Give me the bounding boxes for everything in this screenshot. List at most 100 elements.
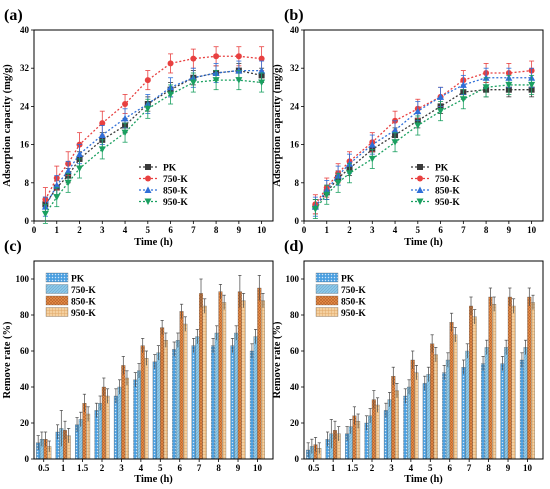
x-tick-label: 2 — [347, 225, 352, 235]
x-tick-label: 6 — [438, 225, 443, 235]
legend-marker — [145, 164, 151, 170]
legend-label: 950-K — [71, 309, 96, 319]
data-point — [64, 179, 72, 187]
data-point — [76, 150, 84, 158]
x-tick-label: 10 — [523, 463, 533, 473]
series-line — [44, 69, 262, 207]
data-point — [437, 93, 445, 100]
y-tick-label: 40 — [290, 25, 300, 35]
y-tick-label: 0 — [295, 454, 300, 464]
data-point — [189, 79, 197, 87]
y-tick-label: 60 — [20, 346, 30, 356]
bar — [442, 372, 447, 460]
bar — [191, 345, 196, 460]
legend-label: 750-K — [341, 286, 366, 296]
bar — [163, 340, 168, 460]
x-tick-label: 9 — [236, 463, 241, 473]
x-tick-label: 8 — [216, 463, 221, 473]
legend-label: PK — [341, 275, 355, 285]
data-point — [258, 79, 266, 87]
x-tick-label: 2 — [100, 463, 105, 473]
bar — [98, 403, 103, 460]
x-tick-label: 9 — [506, 463, 511, 473]
series-750-K — [39, 325, 258, 460]
series-PK — [42, 63, 265, 212]
x-tick-label: 3 — [100, 225, 105, 235]
data-point — [121, 129, 129, 137]
data-point — [167, 60, 174, 67]
legend-label: 950-K — [163, 198, 188, 208]
x-tick-label: 10 — [527, 225, 537, 235]
x-tick-label: 3 — [389, 463, 394, 473]
y-tick-label: 24 — [290, 101, 300, 111]
data-point — [41, 210, 49, 218]
series-line — [314, 77, 532, 208]
bar — [383, 410, 388, 460]
legend-label: 950-K — [341, 309, 366, 319]
series-line — [44, 55, 262, 200]
legend-label: 750-K — [435, 175, 460, 185]
legend-label: 950-K — [435, 198, 460, 208]
bar — [156, 352, 161, 460]
x-tick-label: 1 — [325, 225, 330, 235]
plot-frame — [303, 29, 544, 222]
series-950-K — [41, 70, 266, 224]
bar — [433, 354, 438, 460]
series-750-K — [309, 339, 528, 460]
y-tick-label: 16 — [20, 140, 30, 150]
bar — [391, 376, 396, 460]
y-tick-label: 20 — [290, 418, 300, 428]
x-tick-label: 5 — [428, 463, 433, 473]
data-point — [414, 107, 422, 115]
data-point — [190, 55, 197, 62]
legend-swatch — [45, 295, 69, 306]
bar — [530, 302, 535, 460]
y-tick-label: 0 — [295, 216, 300, 226]
bar — [500, 363, 505, 460]
data-point — [98, 131, 106, 139]
bar — [121, 365, 126, 460]
x-axis-title: Time (h) — [404, 237, 443, 248]
legend-marker — [144, 198, 152, 205]
data-point — [98, 146, 106, 153]
x-tick-label: 2 — [77, 225, 82, 235]
legend-label: 850-K — [71, 298, 96, 308]
bar — [449, 322, 454, 460]
bar — [211, 345, 216, 460]
legend-swatch — [315, 272, 339, 283]
x-tick-label: 0.5 — [38, 463, 50, 473]
series-950-K — [311, 74, 536, 220]
panel-b: (b) 0 8 16 24 32 40 0 1 2 3 4 5 6 7 8 9 10 Time (h) Adsorpt… — [272, 7, 544, 248]
bar — [241, 300, 246, 460]
bar — [426, 374, 431, 460]
legend-label: PK — [163, 164, 177, 174]
series-line — [314, 69, 532, 205]
bar — [375, 404, 380, 460]
bar — [124, 377, 129, 460]
bar — [117, 386, 122, 460]
bar — [230, 345, 235, 460]
legend-swatch — [315, 307, 339, 317]
y-tick-label: 80 — [20, 310, 30, 320]
panel-label: (c) — [4, 238, 22, 255]
data-point — [64, 167, 72, 174]
x-tick-label: 9 — [237, 225, 242, 235]
bar — [202, 305, 207, 460]
bar — [195, 336, 200, 460]
x-axis-title: Time (h) — [404, 474, 443, 485]
data-point — [368, 155, 376, 163]
x-tick-label: 1.5 — [77, 463, 89, 473]
data-point — [258, 67, 266, 74]
x-tick-label: 7 — [467, 463, 472, 473]
x-tick-label: 6 — [177, 463, 182, 473]
data-point — [122, 101, 129, 108]
y-tick-label: 100 — [16, 274, 30, 284]
bar — [257, 287, 262, 460]
bar — [249, 350, 254, 460]
x-tick-label: 4 — [409, 463, 414, 473]
bar — [465, 350, 470, 460]
data-point — [144, 105, 152, 113]
